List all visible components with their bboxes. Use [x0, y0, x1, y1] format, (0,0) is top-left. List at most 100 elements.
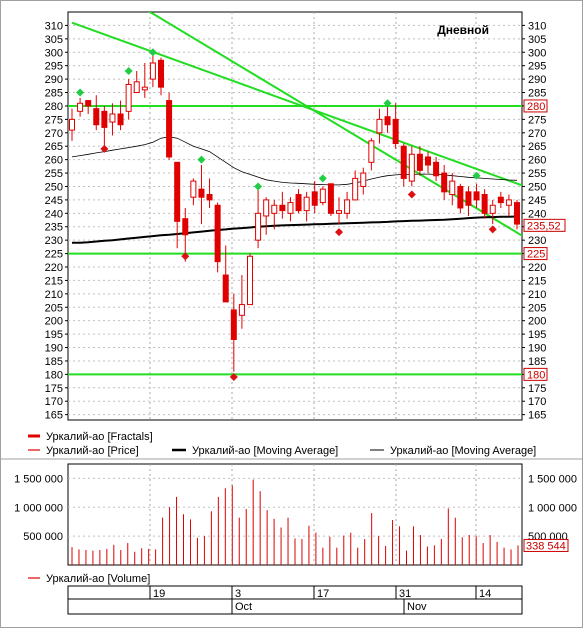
candle-down — [457, 185, 464, 209]
legend-label-fractals: Уркалий-ао [Fractals] — [46, 431, 153, 443]
price-tick-label-right: 185 — [528, 356, 546, 368]
price-tick-label-left: 260 — [45, 155, 63, 167]
price-tick-label-left: 245 — [45, 195, 63, 207]
fractal-up-marker — [254, 182, 263, 191]
candle-down — [465, 191, 472, 206]
trend-line — [71, 21, 522, 187]
price-tick-label-right: 300 — [528, 47, 546, 59]
fractal-up-marker — [318, 174, 327, 183]
date-tick-label: 14 — [479, 588, 491, 600]
level-label-180-box — [523, 367, 548, 381]
price-tick-label-left: 235 — [45, 222, 63, 234]
price-tick-label-left: 215 — [45, 275, 63, 287]
candle-up — [69, 118, 75, 131]
fractal-up-marker — [76, 88, 85, 97]
candle-down — [392, 118, 399, 145]
price-tick-label-left: 220 — [45, 262, 63, 274]
volume-tick-label-right: 1 000 000 — [528, 502, 577, 514]
price-tick-label-right: 190 — [528, 343, 546, 355]
fractal-down-marker — [488, 225, 497, 234]
price-tick-label-left: 270 — [45, 128, 63, 140]
price-tick-label-left: 300 — [45, 47, 63, 59]
fractal-up-marker — [383, 99, 392, 108]
candle-down — [400, 145, 407, 179]
price-tick-label-left: 275 — [45, 114, 63, 126]
candle-up — [255, 212, 262, 241]
price-tick-label-right: 295 — [528, 61, 546, 73]
candle-down — [295, 194, 302, 212]
price-tick-label-right: 245 — [528, 195, 546, 207]
volume-tick-label-left: 1 500 000 — [14, 473, 63, 485]
fractal-up-marker — [197, 155, 206, 164]
price-tick-label-right: 210 — [528, 289, 546, 301]
candle-down — [85, 100, 92, 107]
candle-down — [425, 156, 431, 166]
legend-label-ma-short: Уркалий-ао [Moving Average] — [390, 445, 536, 457]
candle-down — [174, 161, 181, 222]
candle-down — [230, 309, 237, 340]
fractal-up-marker — [148, 48, 157, 57]
price-tick-label-left: 175 — [45, 383, 63, 395]
price-tick-label-left: 280 — [45, 101, 63, 113]
price-tick-label-right: 220 — [528, 262, 546, 274]
price-tick-label-right: 285 — [528, 88, 546, 100]
level-label-280: 280 — [527, 101, 545, 113]
moving-average-long — [72, 215, 518, 244]
last-volume-label: 338 544 — [526, 540, 566, 552]
price-tick-label-left: 305 — [45, 34, 63, 46]
level-label-225: 225 — [527, 249, 545, 261]
candle-up — [449, 180, 456, 196]
price-tick-label-left: 230 — [45, 235, 63, 247]
candle-up — [360, 172, 367, 187]
volume-tick-label-left: 500 000 — [23, 531, 63, 543]
candle-up — [263, 199, 270, 217]
candle-down — [279, 204, 286, 212]
candle-down — [514, 202, 520, 225]
candle-down — [214, 204, 221, 263]
price-tick-label-left: 210 — [45, 289, 63, 301]
candle-up — [133, 81, 140, 94]
candle-up — [247, 255, 253, 306]
candle-up — [238, 304, 245, 316]
candle-up — [109, 113, 116, 123]
volume-tick-label-left: 1 000 000 — [14, 502, 63, 514]
price-tick-label-right: 165 — [528, 410, 546, 422]
date-tick-label: 17 — [317, 588, 329, 600]
candle-down — [222, 274, 229, 303]
candle-up — [190, 180, 197, 198]
price-tick-label-left: 290 — [45, 74, 63, 86]
price-tick-label-left: 250 — [45, 181, 63, 193]
price-tick-label-right: 205 — [528, 302, 546, 314]
price-tick-label-right: 250 — [528, 181, 546, 193]
level-label-225-box — [523, 247, 548, 261]
price-tick-label-right: 230 — [528, 235, 546, 247]
candle-up — [319, 188, 326, 204]
candle-down — [433, 161, 440, 177]
price-panel: 1651651701701751751801801851851901901951… — [0, 11, 583, 460]
price-tick-label-right: 175 — [528, 383, 546, 395]
candle-down — [117, 113, 124, 126]
candle-down — [384, 116, 391, 126]
price-tick-label-left: 310 — [45, 20, 63, 32]
candle-down — [441, 172, 448, 193]
fractal-up-marker — [472, 171, 481, 180]
date-tick-label: 3 — [235, 588, 241, 600]
last-volume-box — [523, 538, 569, 552]
price-tick-label-right: 275 — [528, 114, 546, 126]
price-tick-label-right: 260 — [528, 155, 546, 167]
fractal-down-marker — [335, 228, 343, 237]
candle-up — [408, 153, 415, 182]
candle-down — [93, 108, 100, 126]
price-tick-label-left: 255 — [45, 168, 63, 180]
candle-down — [473, 191, 480, 201]
fractal-down-marker — [229, 373, 238, 382]
fractal-down-marker — [407, 190, 416, 199]
level-label-280-box — [523, 99, 548, 113]
date-tick-label: 19 — [153, 588, 165, 600]
price-tick-label-right: 215 — [528, 275, 546, 287]
candle-down — [198, 188, 205, 198]
volume-tick-label-right: 1 500 000 — [528, 473, 577, 485]
